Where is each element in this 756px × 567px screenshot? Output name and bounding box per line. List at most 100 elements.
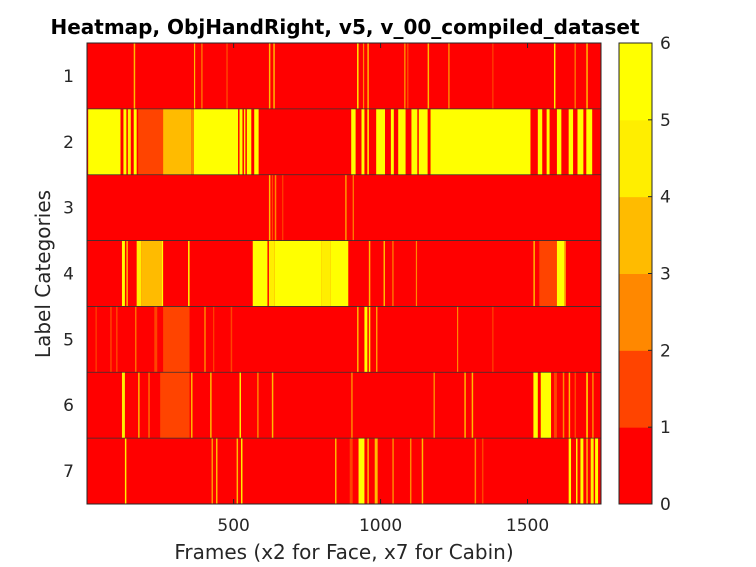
heatmap-cell	[210, 372, 212, 439]
heatmap-cell	[243, 108, 246, 175]
heatmap-cell	[409, 438, 412, 504]
heatmap-cell	[586, 438, 588, 504]
heatmap-cell	[448, 43, 450, 109]
heatmap-cell	[556, 240, 565, 307]
heatmap-cell	[161, 240, 164, 307]
heatmap-cell	[430, 108, 531, 175]
heatmap-cell	[230, 306, 233, 373]
heatmap-cell	[392, 240, 394, 307]
heatmap-cell	[574, 372, 577, 439]
heatmap-row-background	[87, 174, 601, 241]
colorbar-segment	[619, 273, 652, 351]
heatmap-cell	[383, 240, 385, 307]
heatmap-cell	[586, 108, 593, 175]
heatmap-cell	[456, 306, 459, 373]
heatmap-cell	[321, 240, 331, 307]
heatmap-cell	[357, 43, 359, 109]
heatmap-cell	[268, 240, 275, 307]
heatmap-cell	[135, 306, 137, 373]
heatmap-cell	[556, 108, 562, 175]
heatmap-cell	[539, 240, 557, 307]
heatmap-cell	[392, 438, 394, 504]
heatmap-cell	[193, 43, 196, 109]
heatmap-cell	[564, 240, 566, 307]
heatmap-cell	[274, 174, 277, 241]
heatmap-cell	[138, 372, 140, 439]
colorbar-tick-label: 4	[660, 188, 671, 208]
heatmap-cell	[252, 240, 268, 307]
colorbar-segment	[619, 119, 652, 198]
heatmap-cell	[474, 438, 477, 504]
heatmap-cell	[407, 43, 409, 109]
heatmap-cell	[239, 108, 243, 175]
heatmap-cell	[562, 372, 565, 439]
heatmap-cell	[492, 43, 494, 109]
heatmap-cell	[415, 240, 418, 307]
x-tick-label: 500	[217, 516, 249, 536]
colorbar-tick-label: 1	[660, 418, 671, 438]
heatmap-cell	[376, 108, 385, 175]
colorbar-tick-label: 2	[660, 341, 671, 361]
y-tick-label: 6	[63, 396, 74, 416]
heatmap-cell	[216, 438, 218, 504]
heatmap-cell	[595, 438, 599, 504]
y-tick-label: 4	[63, 265, 74, 285]
heatmap-cell	[592, 372, 594, 439]
heatmap-cell	[236, 438, 239, 504]
heatmap-cell	[568, 438, 572, 504]
heatmap-cell	[123, 108, 127, 175]
heatmap-cell	[368, 306, 371, 373]
heatmap-cell	[116, 306, 118, 373]
heatmap-cell	[433, 372, 435, 439]
heatmap-cell	[590, 438, 594, 504]
heatmap-cell	[471, 372, 474, 439]
y-tick-label: 3	[63, 199, 74, 219]
heatmap-cell	[368, 240, 371, 307]
heatmap-cell	[577, 108, 584, 175]
x-tick-label: 1500	[506, 516, 549, 536]
chart-title: Heatmap, ObjHandRight, v5, v_00_compiled…	[50, 15, 640, 39]
heatmap-cell	[376, 306, 378, 373]
heatmap-cell	[335, 438, 337, 504]
x-tick-labels: 500 1000 1500	[217, 516, 549, 536]
heatmap-plot-area	[86, 42, 602, 505]
heatmap-cell	[574, 43, 576, 109]
heatmap-cell	[367, 43, 369, 109]
heatmap-cell	[188, 240, 190, 307]
heatmap-cell	[398, 108, 406, 175]
heatmap-cell	[268, 174, 271, 241]
heatmap-cell	[163, 306, 190, 373]
heatmap-cell	[191, 108, 194, 175]
heatmap-cell	[421, 438, 424, 504]
heatmap-cell	[586, 372, 588, 439]
heatmap-cell	[282, 174, 284, 241]
colorbar-segment	[619, 427, 652, 505]
heatmap-cell	[481, 438, 484, 504]
colorbar-tick-label: 0	[660, 495, 671, 515]
y-tick-label: 5	[63, 330, 74, 350]
heatmap-cell	[124, 438, 127, 504]
colorbar-segment	[619, 43, 652, 121]
colorbar-segment	[619, 350, 652, 428]
heatmap-cell	[362, 43, 365, 109]
heatmap-cell	[576, 438, 578, 504]
heatmap-cell	[492, 306, 494, 373]
heatmap-cell	[271, 174, 274, 241]
heatmap-cell	[191, 372, 193, 439]
heatmap-cell	[586, 43, 588, 109]
plot-frame	[86, 42, 602, 505]
colorbar-tick-label: 5	[660, 111, 671, 131]
heatmap-cell	[553, 372, 557, 439]
heatmap-cell	[540, 372, 552, 439]
heatmap-cell	[537, 108, 543, 175]
heatmap-cell	[226, 43, 228, 109]
colorbar-tick-label: 3	[660, 265, 671, 285]
heatmap-cell	[349, 438, 353, 504]
heatmap-cell	[141, 240, 162, 307]
heatmap-cell	[136, 240, 142, 307]
x-axis-label: Frames (x2 for Face, x7 for Cabin)	[174, 540, 513, 564]
heatmap-cell	[358, 438, 365, 504]
heatmap-cell	[418, 108, 428, 175]
heatmap-cell	[533, 240, 535, 307]
heatmap-cell	[274, 240, 322, 307]
